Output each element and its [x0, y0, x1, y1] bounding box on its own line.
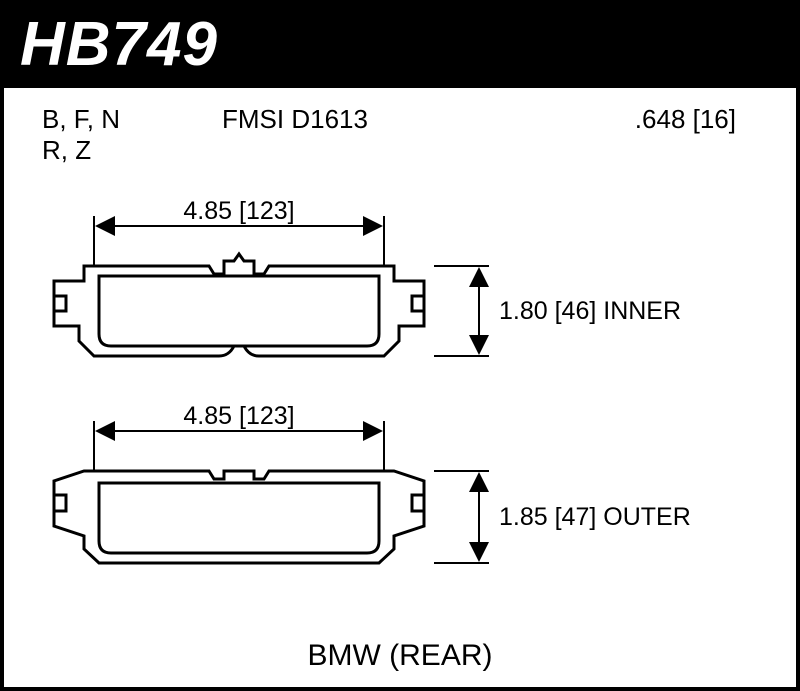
codes-line-2: R, Z	[42, 135, 222, 166]
inner-height-label: 1.80 [46] INNER	[499, 297, 681, 325]
content-frame: B, F, N R, Z FMSI D1613 .648 [16] 4.85	[0, 88, 800, 691]
diagram-area: 4.85 [123] 1.80 [46] I	[4, 176, 796, 616]
application-label: BMW (REAR)	[4, 639, 796, 673]
outer-height-label: 1.85 [47] OUTER	[499, 503, 691, 531]
codes-line-1: B, F, N	[42, 104, 222, 135]
compound-codes: B, F, N R, Z	[42, 104, 222, 166]
thickness-spec: .648 [16]	[522, 104, 766, 166]
inner-width-label: 4.85 [123]	[183, 197, 294, 225]
header-bar: HB749	[0, 0, 800, 88]
info-row: B, F, N R, Z FMSI D1613 .648 [16]	[4, 88, 796, 166]
part-number: HB749	[20, 9, 218, 80]
outer-width-label: 4.85 [123]	[183, 402, 294, 430]
fmsi-code: FMSI D1613	[222, 104, 522, 166]
outer-pad-group: 4.85 [123] 1.85 [47] OUTER	[54, 402, 691, 563]
inner-pad-group: 4.85 [123] 1.80 [46] I	[54, 197, 681, 356]
pad-diagram-svg: 4.85 [123] 1.80 [46] I	[4, 176, 800, 616]
